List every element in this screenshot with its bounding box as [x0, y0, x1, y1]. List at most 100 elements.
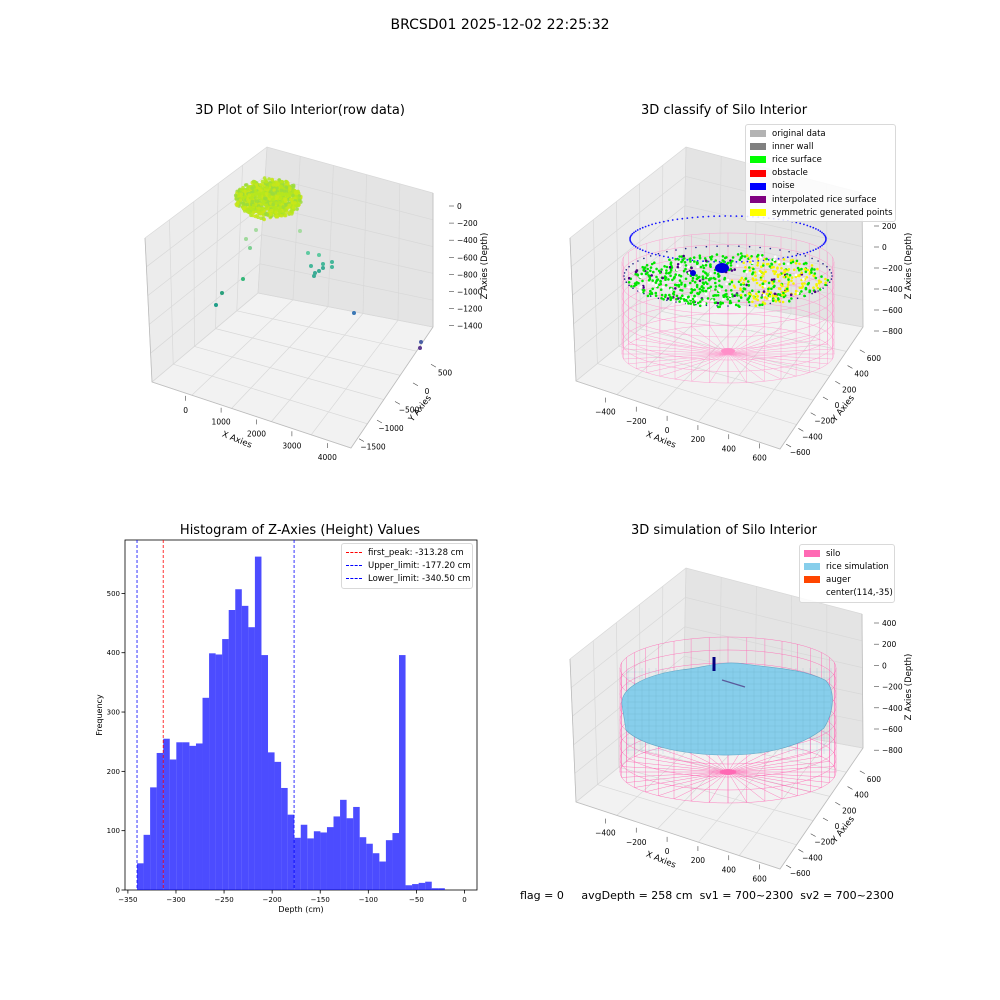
cls-surface-point [698, 287, 702, 291]
cls-surface-point [774, 300, 778, 303]
cls-noise-point [803, 252, 805, 255]
cls-silo-floor-spoke [628, 343, 729, 355]
cls-surface-point [696, 301, 700, 305]
cls-surface-point [768, 265, 772, 268]
cls-noise-point [654, 222, 657, 225]
cls-z-tick-label: 200 [882, 222, 897, 231]
raw-y-tick-mark [412, 382, 419, 386]
sim-silo-floor-spoke [645, 771, 729, 793]
cls-surface-point [803, 294, 806, 298]
cls-surface-point [720, 285, 724, 289]
cls-surface-point [684, 277, 688, 281]
raw-z-tick-label: −1400 [457, 322, 483, 331]
cls-noise-point [817, 229, 820, 231]
cls-surface-point [739, 256, 743, 259]
cls-surface-point [747, 300, 751, 304]
sim-silo-floor-spoke [727, 761, 830, 773]
cls-surface-point [669, 271, 672, 274]
cls-surface-point [813, 272, 817, 275]
cls-surface-point [789, 261, 793, 265]
hist-x-tick-label: −200 [263, 896, 282, 904]
cls-surface-point [687, 302, 690, 305]
cls-surface-point [704, 259, 708, 263]
raw-z-tick-label: −1200 [457, 305, 483, 314]
cls-noise-point [647, 251, 650, 254]
cls-surface-point [650, 291, 653, 295]
cls-surface-point [663, 265, 666, 268]
cls-noise-point [713, 215, 715, 218]
hist-bar [438, 888, 445, 890]
cls-surface-point [806, 268, 810, 272]
legend-label: obstacle [772, 168, 808, 179]
cls-noise-point [796, 297, 799, 300]
raw-surface-point [279, 188, 284, 193]
cls-surface-point [810, 268, 813, 272]
cls-surface-point [691, 276, 695, 280]
cls-surface-point [684, 264, 688, 267]
legend-label: original data [772, 128, 826, 139]
raw-surface-point [245, 202, 250, 207]
cls-noise-point [684, 247, 687, 250]
cls-surface-point [765, 297, 769, 300]
raw-surface-point [262, 190, 266, 195]
raw-surface-point [277, 200, 282, 205]
cls-noise-point [746, 260, 749, 263]
cls-surface-point [758, 303, 761, 307]
cls-surface-point [652, 270, 655, 274]
cls-surface-point [746, 298, 749, 301]
raw-surface-point [262, 196, 267, 200]
hist-bar [189, 745, 196, 890]
cls-surface-point [723, 293, 727, 297]
raw-scatter-point [254, 228, 258, 232]
cls-surface-point [787, 276, 790, 279]
cls-z-tick-label: −600 [882, 306, 903, 315]
cls-grid-wall-v [661, 165, 664, 312]
cls-noise-point [713, 260, 715, 263]
raw-y-tick-mark [394, 401, 401, 405]
sim-silo-floor-center [720, 769, 736, 775]
cls-noise-point [636, 229, 639, 231]
cls-noise-point [639, 228, 641, 230]
cls-surface-point [648, 277, 652, 281]
cls-surface-point [725, 282, 728, 286]
cls-noise-point [658, 221, 661, 224]
hist-bar [366, 843, 373, 890]
cls-surface-point [814, 276, 818, 280]
cls-noise-point [741, 215, 743, 218]
cls-surface-point [736, 253, 740, 256]
cls-surface-point [739, 283, 743, 286]
raw-surface-point [251, 210, 256, 215]
cls-surface-point [744, 277, 748, 280]
hist-bar [248, 627, 255, 890]
cls-surface-point [762, 271, 765, 275]
cls-surface-point [777, 279, 781, 283]
legend-swatch [750, 196, 766, 204]
cls-surface-point [700, 285, 704, 288]
cls-surface-point [680, 281, 683, 285]
sim-silo-floor-spoke [727, 771, 822, 788]
cls-surface-point [763, 302, 767, 305]
cls-surface-point [817, 279, 821, 283]
cls-surface-point [792, 282, 795, 285]
cls-surface-point [669, 295, 672, 299]
cls-surface-point [713, 271, 717, 275]
cls-surface-point [693, 294, 696, 298]
raw-surface-point [280, 192, 284, 197]
cls-surface-point [659, 288, 663, 292]
cls-surface-point [728, 299, 732, 303]
hist-bar [372, 853, 380, 890]
cls-surface-point [672, 277, 676, 280]
cls-surface-point [774, 255, 777, 259]
cls-noise-point [796, 252, 799, 255]
cls-noise-cluster [690, 270, 696, 276]
cls-surface-point [702, 266, 706, 270]
raw-y-tick-label: −500 [399, 406, 420, 415]
cls-surface-point [761, 285, 765, 289]
raw-grid-wall-h [148, 234, 434, 325]
cls-z-tick-label: −800 [882, 327, 903, 336]
cls-grid-wall-v [592, 219, 598, 364]
cls-surface-point [775, 295, 778, 298]
legend-swatch [804, 590, 820, 597]
cls-surface-point [665, 265, 669, 269]
legend-line-sample [346, 578, 362, 580]
